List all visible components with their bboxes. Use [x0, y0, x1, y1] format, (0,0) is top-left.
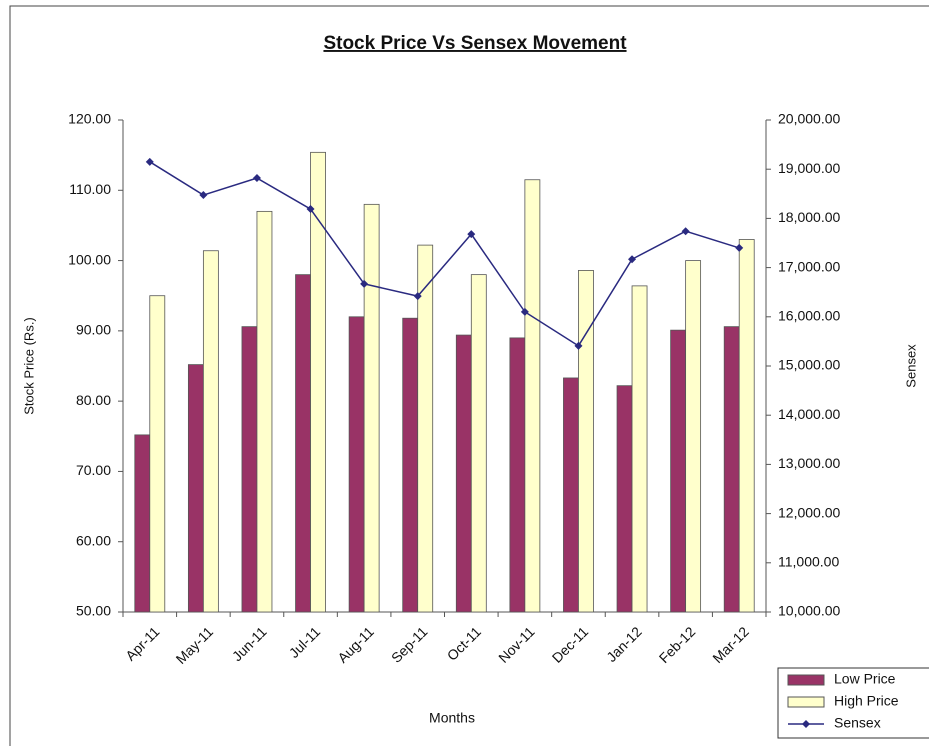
bar: [295, 274, 311, 613]
sensex-marker: [574, 341, 583, 350]
sensex-marker: [628, 255, 637, 264]
sensex-marker: [735, 243, 744, 252]
legend-swatch: [787, 696, 825, 708]
y-axis-title: Stock Price (Rs.): [21, 317, 36, 415]
sensex-marker: [520, 307, 529, 316]
y-tick-label: 70.00: [76, 462, 111, 478]
x-axis-title: Months: [429, 710, 475, 726]
y2-tick-label: 18,000.00: [778, 209, 840, 225]
bar: [241, 326, 258, 613]
sensex-marker: [681, 227, 690, 236]
bar: [348, 316, 365, 613]
y2-tick-label: 15,000.00: [778, 357, 840, 373]
sensex-marker: [145, 157, 154, 166]
sensex-marker: [306, 205, 315, 214]
y-tick-label: 60.00: [76, 532, 111, 548]
legend-marker: [802, 720, 810, 728]
bar: [256, 210, 273, 613]
y2-tick-label: 14,000.00: [778, 406, 840, 422]
x-tick-label: Sep-11: [388, 623, 431, 666]
legend-swatch: [787, 674, 825, 686]
bar: [685, 260, 702, 613]
x-tick-label: Jan-12: [603, 623, 645, 665]
bar: [187, 364, 204, 613]
chart-title: Stock Price Vs Sensex Movement: [323, 33, 627, 54]
chart-frame: [9, 5, 929, 746]
sensex-marker: [199, 191, 208, 200]
x-tick-label: Jun-11: [229, 623, 270, 664]
x-tick-label: Aug-11: [334, 623, 377, 666]
legend-label: Low Price: [834, 671, 896, 687]
bar: [578, 270, 594, 613]
x-tick-label: Oct-11: [444, 623, 484, 663]
x-tick-label: Feb-12: [656, 623, 699, 666]
bar: [310, 151, 326, 613]
y-tick-label: 100.00: [68, 251, 111, 267]
bar: [509, 337, 526, 613]
y-tick-label: 110.00: [69, 181, 111, 197]
bar: [363, 203, 380, 613]
bar: [524, 179, 541, 613]
y2-tick-label: 11,000.00: [778, 554, 839, 570]
bar: [455, 334, 472, 613]
bar: [616, 385, 633, 613]
x-tick-label: Mar-12: [709, 623, 752, 666]
bar: [563, 377, 579, 613]
bar: [670, 329, 687, 613]
sensex-marker: [467, 230, 476, 239]
bar: [149, 295, 166, 613]
y2-tick-label: 10,000.00: [778, 603, 840, 619]
bar: [470, 274, 487, 613]
sensex-marker: [252, 174, 261, 183]
y2-tick-label: 19,000.00: [778, 160, 840, 176]
bar: [631, 285, 648, 613]
y-tick-label: 50.00: [76, 603, 111, 619]
y2-tick-label: 12,000.00: [778, 504, 840, 520]
bar: [134, 434, 151, 613]
x-tick-label: Jul-11: [286, 623, 324, 661]
sensex-marker: [360, 279, 369, 288]
bar: [723, 326, 740, 613]
legend-label: Sensex: [834, 715, 881, 731]
y2-tick-label: 20,000.00: [778, 111, 840, 127]
sensex-marker: [413, 292, 422, 301]
x-tick-label: Apr-11: [122, 623, 162, 663]
sensex-line: [149, 161, 740, 347]
y2-axis-title: Sensex: [903, 344, 918, 388]
x-tick-label: Nov-11: [495, 623, 538, 666]
y-tick-label: 80.00: [76, 392, 111, 408]
y-tick-label: 90.00: [76, 322, 111, 338]
bar: [738, 239, 755, 613]
bar: [202, 250, 219, 613]
bar: [402, 317, 419, 613]
y2-tick-label: 17,000.00: [778, 258, 840, 274]
y2-tick-label: 16,000.00: [778, 308, 840, 324]
y2-tick-label: 13,000.00: [778, 455, 840, 471]
legend-label: High Price: [834, 693, 899, 709]
x-tick-label: Dec-11: [549, 623, 592, 666]
bar: [417, 244, 434, 613]
y-tick-label: 120.00: [68, 111, 111, 127]
x-tick-label: May-11: [173, 623, 217, 667]
